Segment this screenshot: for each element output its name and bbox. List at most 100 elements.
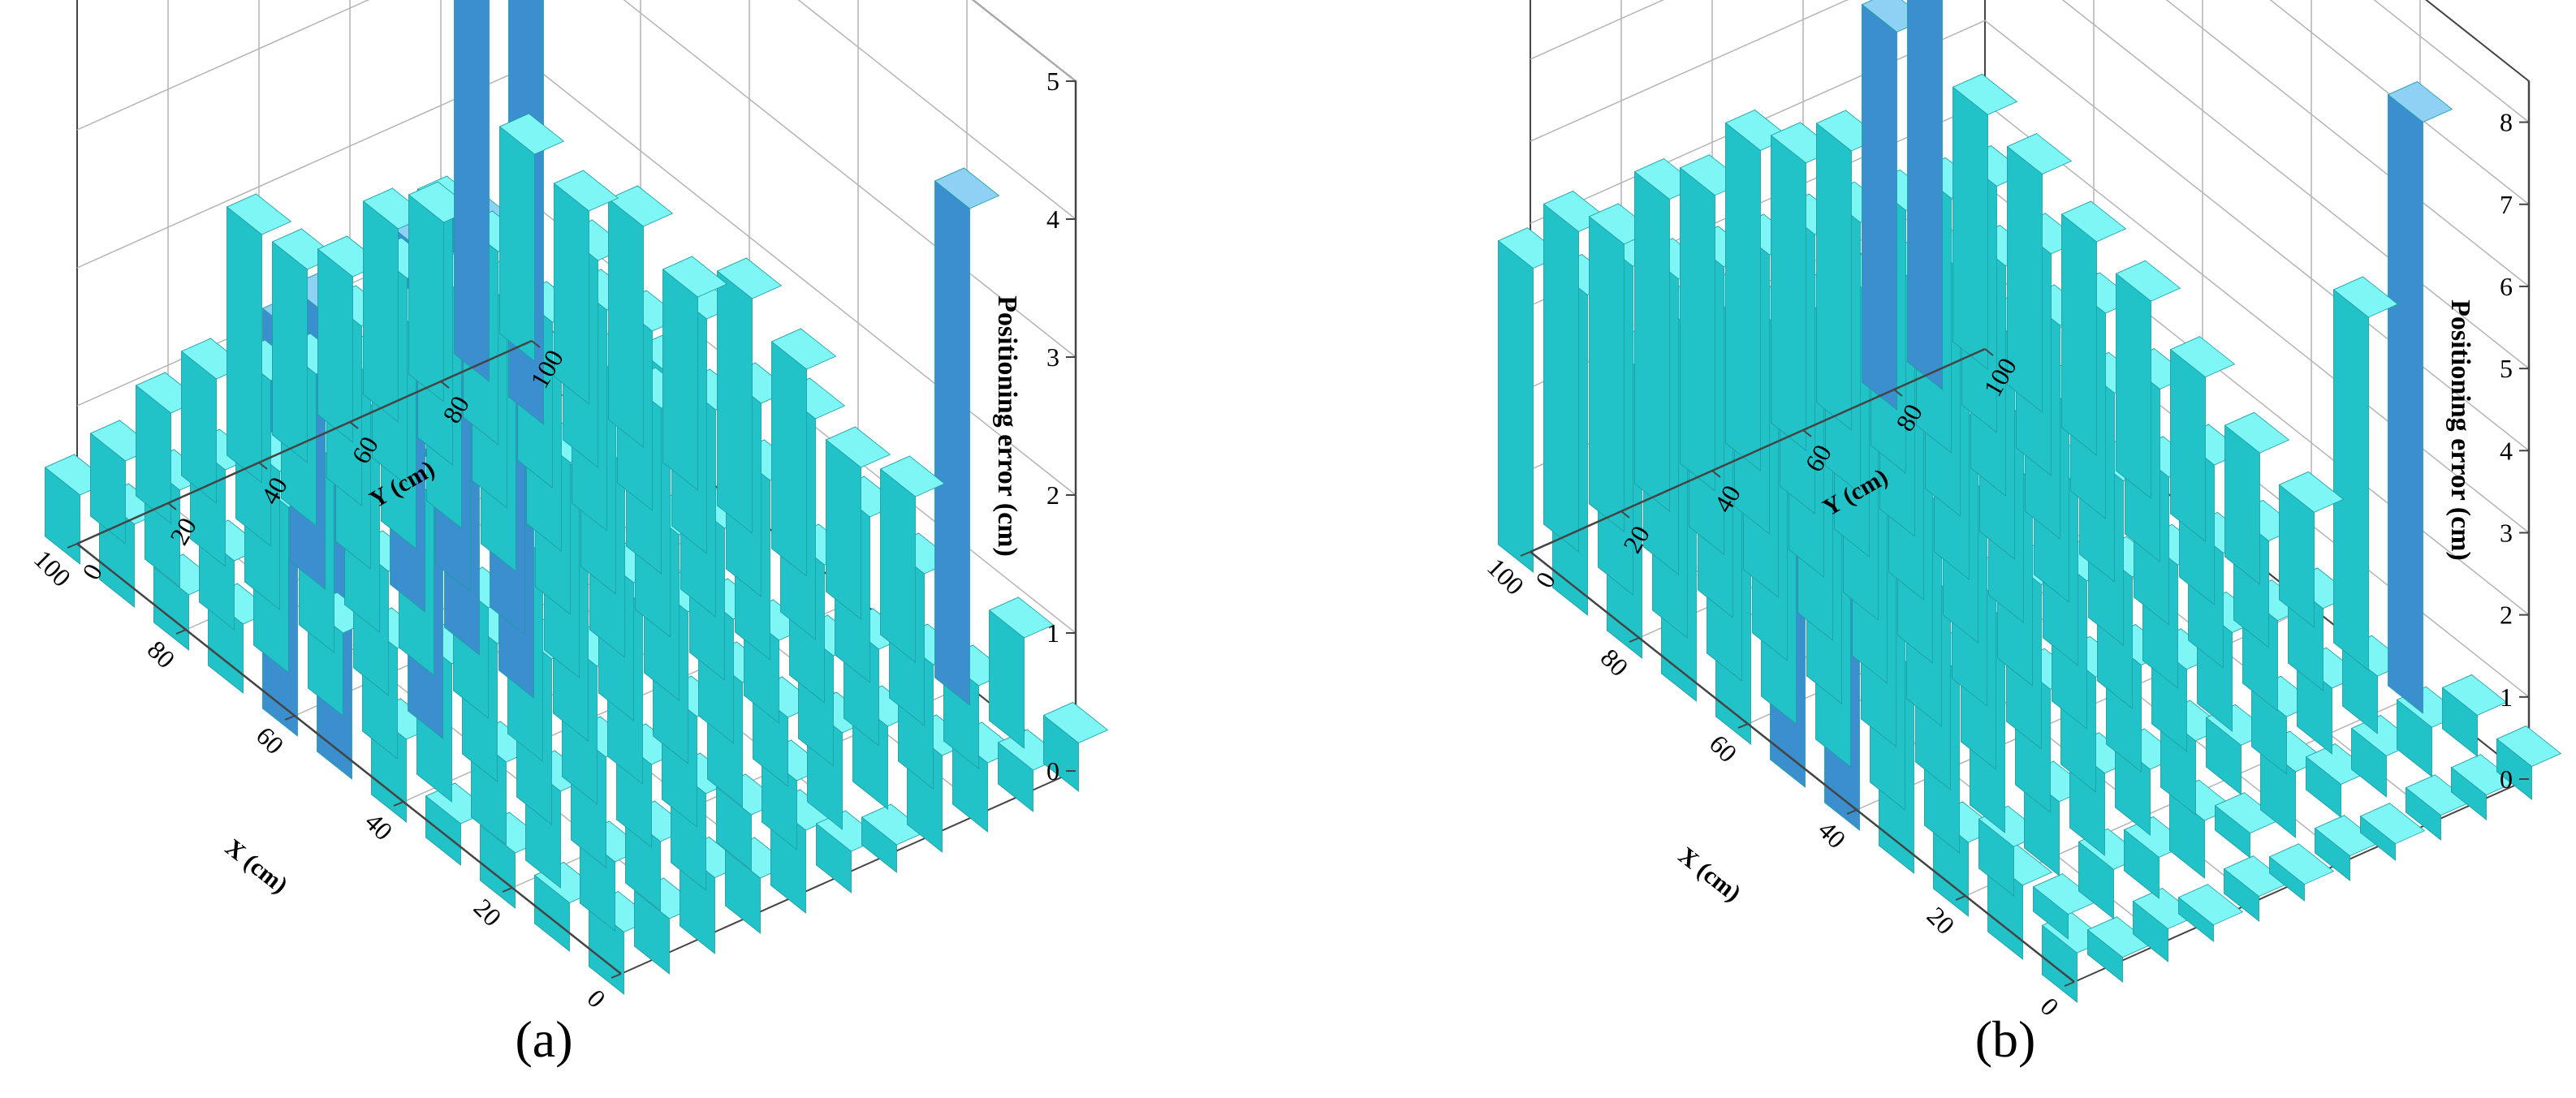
y-tick xyxy=(1530,551,1539,559)
bar xyxy=(2359,803,2426,861)
bar xyxy=(2441,674,2508,757)
bar-face-top xyxy=(498,113,565,155)
bar xyxy=(2305,743,2371,818)
y-axis-line xyxy=(76,339,533,545)
x-tick-label: 60 xyxy=(251,721,290,760)
bar xyxy=(879,455,946,663)
bar-face-right xyxy=(2224,424,2260,585)
bar-face-top xyxy=(1952,73,2018,115)
bar-face-right xyxy=(272,241,308,463)
bar xyxy=(2214,792,2280,859)
bar-face-right xyxy=(717,270,753,534)
panel-caption: (a) xyxy=(515,1010,572,1068)
bar xyxy=(770,328,837,577)
bar-face-top xyxy=(988,596,1055,639)
x-tick xyxy=(175,629,187,635)
y-tick xyxy=(76,543,86,551)
bar-face-top xyxy=(2177,884,2244,926)
x-axis-label: X (cm) xyxy=(220,834,292,899)
bar xyxy=(408,181,474,403)
bar-face-top xyxy=(226,193,292,235)
bar xyxy=(2314,815,2380,881)
bar xyxy=(553,170,619,405)
bars xyxy=(1497,0,2562,1003)
y-tick xyxy=(531,340,541,348)
bar xyxy=(1724,109,1791,471)
grid-line xyxy=(2269,0,2530,205)
bar-face-right xyxy=(1952,86,1988,370)
panel-caption: (b) xyxy=(1975,1010,2036,1068)
y-tick xyxy=(349,421,359,429)
bar-face-right xyxy=(2333,289,2369,671)
bar xyxy=(2086,916,2153,983)
y-tick xyxy=(258,462,268,470)
bar-face-top xyxy=(553,170,619,212)
bar-face-right xyxy=(1680,166,1715,492)
bar xyxy=(362,187,429,423)
x-tick xyxy=(67,543,78,549)
x-tick xyxy=(1846,809,1858,815)
bar xyxy=(1952,73,2018,370)
bar xyxy=(454,0,490,382)
bar xyxy=(2268,843,2335,902)
bar-face-top xyxy=(879,455,946,497)
x-tick-label: 80 xyxy=(1595,643,1634,682)
grid-line xyxy=(1530,0,2530,369)
y-tick xyxy=(440,381,450,389)
x-tick-label: 60 xyxy=(1704,729,1743,768)
bar xyxy=(988,596,1055,749)
bar-face-top xyxy=(2278,471,2345,513)
y-tick xyxy=(167,502,177,510)
bar-face-top xyxy=(2169,336,2236,378)
bar-face-top xyxy=(1042,702,1109,743)
grid-line xyxy=(76,0,1077,358)
bar-face-right xyxy=(2116,273,2151,499)
bar-face-top xyxy=(662,256,728,298)
bar xyxy=(2006,132,2073,413)
z-tick-label: 0 xyxy=(1046,756,1059,786)
x-tick xyxy=(611,973,622,979)
z-tick-label: 5 xyxy=(1046,67,1059,96)
bar-face-top xyxy=(2332,276,2399,318)
bar-face-right xyxy=(1862,3,1897,411)
x-tick xyxy=(1955,895,1966,901)
bar-face-top xyxy=(2405,774,2471,816)
bar-face-right xyxy=(408,194,444,403)
bar-face-top xyxy=(934,167,1000,209)
bar-face-right xyxy=(363,200,399,423)
bar xyxy=(2032,873,2099,940)
x-tick xyxy=(284,715,296,721)
bar xyxy=(861,803,927,873)
bar-face-top xyxy=(2224,411,2290,454)
bar-face-top xyxy=(2086,916,2153,958)
bar-face-right xyxy=(2388,93,2423,714)
bar-face-top xyxy=(2359,803,2426,845)
bar-face-right xyxy=(1634,170,1670,512)
bar xyxy=(1679,154,1745,492)
bar xyxy=(2177,884,2244,942)
bar-face-top xyxy=(2387,81,2453,123)
bar xyxy=(2224,411,2290,585)
x-axis-line xyxy=(1530,551,2075,983)
z-tick-label: 3 xyxy=(1046,342,1059,372)
bar xyxy=(2060,200,2127,456)
x-tick-label: 40 xyxy=(360,807,399,846)
bars xyxy=(44,0,1109,995)
z-tick-label: 2 xyxy=(1046,480,1059,510)
bar-face-top xyxy=(2032,873,2099,915)
bar-face-top xyxy=(716,257,783,299)
bar xyxy=(2169,336,2236,542)
bar xyxy=(1907,0,1943,390)
bar xyxy=(1042,701,1109,792)
bar-face-top xyxy=(770,328,837,370)
bar-face-top xyxy=(2006,133,2073,174)
x-tick-label: 0 xyxy=(2034,992,2065,1022)
bar-face-right xyxy=(454,0,490,382)
z-tick-label: 0 xyxy=(2500,764,2513,794)
bar-face-right xyxy=(1498,239,1534,573)
grid-line xyxy=(972,0,1077,82)
bar xyxy=(1861,0,1927,411)
x-tick xyxy=(502,887,513,893)
